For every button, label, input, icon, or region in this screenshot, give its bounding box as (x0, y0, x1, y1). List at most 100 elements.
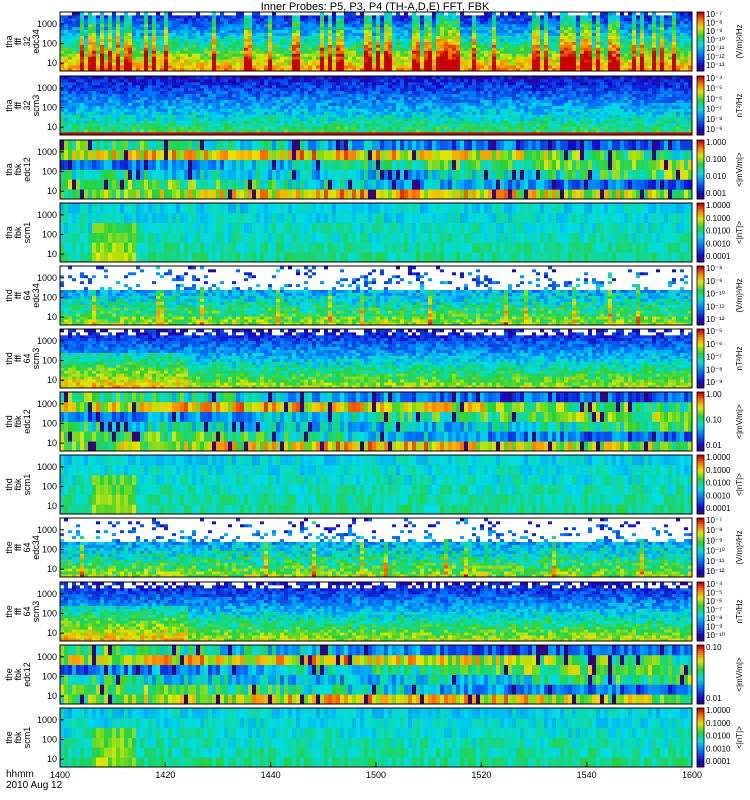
spectrogram-cell (192, 59, 197, 63)
spectrogram-cell (648, 50, 653, 54)
spectrogram-cell (420, 59, 425, 63)
spectrogram-cell (100, 105, 105, 109)
spectrogram-cell (340, 53, 345, 57)
spectrogram-cell (236, 108, 241, 112)
spectrogram-cell (644, 62, 649, 66)
spectrogram-cell (208, 32, 213, 36)
spectrogram-cell (356, 38, 361, 42)
spectrogram-cell (92, 47, 97, 51)
spectrogram-cell (284, 20, 289, 25)
spectrogram-cell (668, 35, 673, 39)
spectrogram-cell (72, 56, 77, 60)
spectrogram-cell (136, 62, 141, 66)
spectrogram-cell (240, 120, 245, 124)
spectrogram-cell (112, 99, 117, 103)
spectrogram-cell (380, 26, 385, 31)
spectrogram-cell (288, 81, 293, 86)
spectrogram-cell (568, 56, 573, 60)
spectrogram-cell (156, 78, 161, 83)
spectrogram-cell (244, 111, 249, 115)
spectrogram-cell (152, 59, 157, 63)
spectrogram-cell (128, 20, 133, 25)
spectrogram-cell (156, 65, 161, 69)
spectrogram-cell (560, 26, 565, 31)
spectrogram-cell (528, 65, 533, 69)
spectrogram-cell (628, 47, 633, 51)
spectrogram-cell (320, 81, 325, 86)
spectrogram-cell (296, 32, 301, 36)
spectrogram-cell (216, 99, 221, 103)
spectrogram-cell (224, 99, 229, 103)
spectrogram-cell (228, 108, 233, 112)
spectrogram-cell (532, 59, 537, 63)
spectrogram-cell (172, 38, 177, 42)
spectrogram-cell (200, 114, 205, 118)
spectrogram-cell (180, 93, 185, 98)
spectrogram-cell (404, 90, 409, 95)
spectrogram-cell (672, 38, 677, 42)
spectrogram-cell (464, 44, 469, 48)
spectrogram-cell (132, 123, 137, 127)
spectrogram-cell (156, 76, 161, 80)
spectrogram-cell (80, 50, 85, 54)
spectrogram-cell (272, 56, 277, 60)
spectrogram-cell (108, 96, 113, 100)
spectrogram-cell (280, 111, 285, 115)
spectrogram-cell (80, 105, 85, 109)
spectrogram-cell (76, 23, 81, 28)
spectrogram-cell (288, 84, 293, 89)
spectrogram-cell (216, 129, 221, 133)
spectrogram-cell (576, 59, 581, 63)
spectrogram-cell (440, 26, 445, 31)
spectrogram-cell (364, 56, 369, 60)
spectrogram-cell (232, 23, 237, 28)
spectrogram-cell (276, 47, 281, 51)
spectrogram-cell (96, 76, 101, 80)
spectrogram-cell (468, 35, 473, 39)
spectrogram-cell (408, 108, 413, 112)
spectrogram-cell (568, 17, 573, 22)
spectrogram-cell (192, 14, 197, 19)
spectrogram-cell (532, 41, 537, 45)
spectrogram-cell (520, 56, 525, 60)
spectrogram-cell (344, 20, 349, 25)
spectrogram-cell (512, 17, 517, 22)
spectrogram-cell (144, 81, 149, 86)
colorbar-unit-label: (V/m)²/Hz (735, 24, 744, 58)
spectrogram-cell (316, 108, 321, 112)
spectrogram-cell (220, 76, 225, 80)
spectrogram-cell (228, 102, 233, 106)
spectrogram-cell (492, 26, 497, 31)
spectrogram-cell (368, 14, 373, 19)
spectrogram-cell (336, 29, 341, 34)
spectrogram-cell (120, 23, 125, 28)
spectrogram-cell (408, 44, 413, 48)
spectrogram-cell (612, 38, 617, 42)
spectrogram-cell (296, 123, 301, 127)
spectrogram-cell (456, 29, 461, 34)
spectrogram-cell (280, 68, 285, 72)
spectrogram-cell (628, 44, 633, 48)
spectrogram-cell (140, 123, 145, 127)
spectrogram-cell (328, 12, 333, 16)
spectrogram-cell (404, 111, 409, 115)
spectrogram-cell (356, 23, 361, 28)
spectrogram-cell (556, 53, 561, 57)
spectrogram-cell (460, 23, 465, 28)
spectrogram-cell (224, 96, 229, 100)
spectrogram-cell (328, 41, 333, 45)
spectrogram-cell (396, 62, 401, 66)
spectrogram-cell (176, 78, 181, 83)
spectrogram-cell (64, 62, 69, 66)
spectrogram-cell (152, 38, 157, 42)
spectrogram-cell (376, 23, 381, 28)
spectrogram-cell (152, 68, 157, 72)
spectrogram-cell (328, 29, 333, 34)
spectrogram-cell (592, 26, 597, 31)
spectrogram-cell (304, 102, 309, 106)
spectrogram-cell (284, 53, 289, 57)
spectrogram-cell (60, 26, 65, 31)
spectrogram-cell (652, 26, 657, 31)
spectrogram-cell (152, 41, 157, 45)
spectrogram-cell (612, 65, 617, 69)
